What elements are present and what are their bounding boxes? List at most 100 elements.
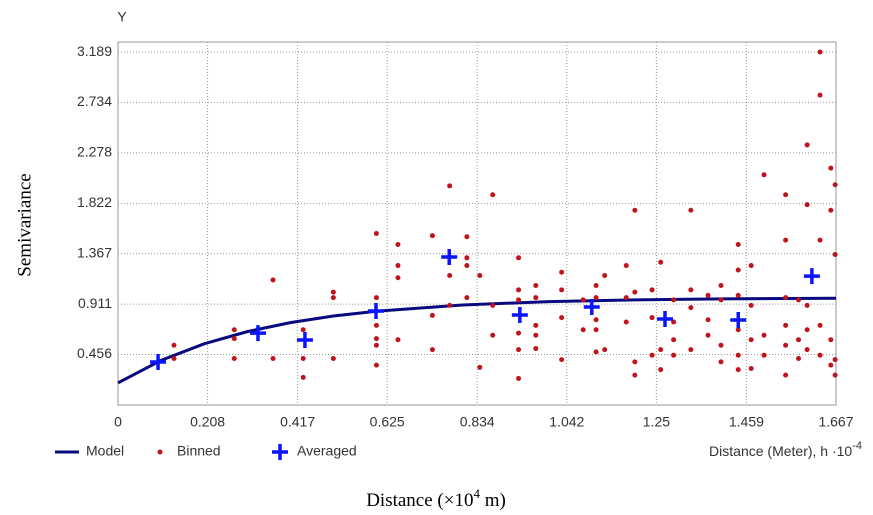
averaged-point [367,303,384,320]
binned-point [429,312,435,318]
binned-point [817,49,823,55]
averaged-point [583,299,600,316]
x-tick-label: 1.042 [549,414,584,430]
binned-point [580,327,586,333]
binned-point [828,337,834,343]
binned-point [761,172,767,178]
binned-point [516,330,522,336]
binned-point [632,372,638,378]
binned-point [559,287,565,293]
binned-point [705,332,711,338]
binned-point [373,362,379,368]
binned-point [533,322,539,328]
averaged-point [730,312,747,329]
binned-point [490,302,496,308]
x-unit-exponent: -4 [852,440,862,452]
binned-point [447,273,453,279]
y-tick-label: 2.734 [77,93,112,109]
binned-point [718,297,724,303]
binned-point [735,292,741,298]
binned-point [632,359,638,365]
binned-point [783,192,789,198]
y-tick-label: 3.189 [77,43,112,59]
binned-point [373,230,379,236]
binned-point [804,142,810,148]
binned-point [748,337,754,343]
binned-point [623,319,629,325]
binned-point [300,356,306,362]
x-unit-label: Distance (Meter), h ·10-4 [709,440,862,459]
binned-point [593,282,599,288]
binned-point [300,327,306,333]
binned-point [783,237,789,243]
binned-point [735,367,741,373]
binned-point [658,347,664,353]
binned-point [718,282,724,288]
binned-point [649,287,655,293]
x-tick-label: 0.834 [460,414,495,430]
binned-point [593,327,599,333]
binned-point [395,275,401,281]
binned-point [735,327,741,333]
binned-point [783,342,789,348]
binned-point [231,356,237,362]
binned-point [718,342,724,348]
legend-symbol [272,444,288,460]
binned-point [559,357,565,363]
binned-point [705,292,711,298]
binned-point [658,259,664,265]
binned-point [748,302,754,308]
binned-point [832,357,838,363]
binned-point [516,287,522,293]
binned-point [688,305,694,311]
binned-point [828,207,834,213]
binned-point [632,207,638,213]
binned-point [783,372,789,378]
averaged-point [511,307,528,324]
binned-point [688,207,694,213]
binned-point [761,332,767,338]
binned-point [373,336,379,342]
binned-point [804,347,810,353]
averaged-point [296,332,313,349]
binned-point [658,367,664,373]
binned-point [490,192,496,198]
binned-point [533,282,539,288]
binned-point [516,375,522,381]
binned-point [464,263,470,269]
binned-point [649,352,655,358]
binned-point [632,289,638,295]
binned-point [688,347,694,353]
y-axis-label: Semivariance [14,173,35,276]
binned-point [804,202,810,208]
binned-point [373,295,379,301]
binned-point [464,234,470,240]
binned-point [559,269,565,275]
binned-point [783,295,789,301]
binned-point [464,295,470,301]
binned-point [490,332,496,338]
binned-point [796,356,802,362]
binned-point [735,267,741,273]
binned-point [623,263,629,269]
averaged-point [150,354,167,371]
legend-label: Model [86,443,124,459]
binned-point [447,183,453,189]
binned-point [832,372,838,378]
binned-point [602,347,608,353]
binned-point [231,336,237,342]
x-tick-label: 0.625 [370,414,405,430]
binned-point [593,349,599,355]
binned-point [817,92,823,98]
binned-point [783,322,789,328]
y-tick-label: 0.456 [77,345,112,361]
binned-point [705,317,711,323]
binned-point [593,317,599,323]
binned-point [533,346,539,352]
binned-point [559,315,565,321]
binned-point [516,297,522,303]
x-tick-label: 1.667 [818,414,853,430]
binned-point [804,327,810,333]
binned-point [832,251,838,257]
